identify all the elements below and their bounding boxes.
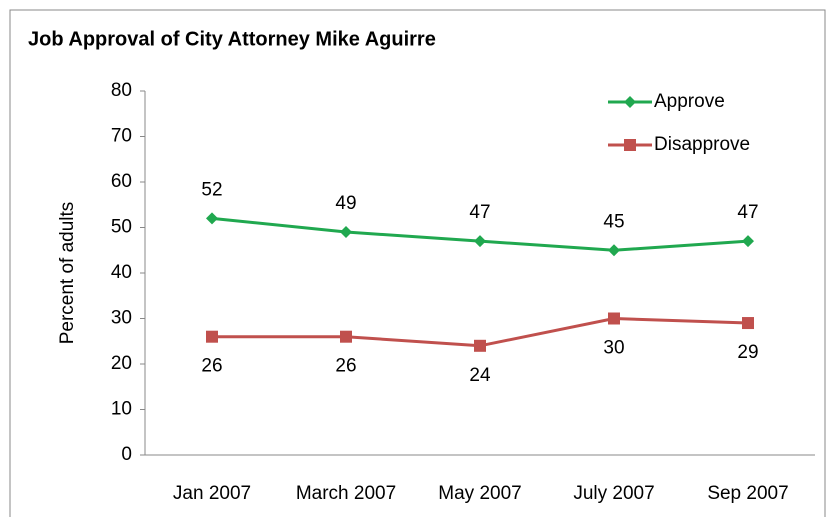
data-point: [608, 312, 620, 325]
data-label: 30: [603, 338, 624, 359]
y-tick-label: 40: [111, 262, 132, 283]
data-point: [474, 235, 486, 248]
data-label: 52: [201, 179, 222, 200]
data-point: [742, 235, 754, 248]
x-tick-label: Sep 2007: [707, 483, 788, 504]
legend-label: Approve: [654, 91, 725, 112]
data-label: 26: [335, 356, 356, 377]
data-label: 29: [737, 342, 758, 363]
data-label: 49: [335, 193, 356, 214]
legend-marker: [624, 139, 636, 151]
y-tick-label: 50: [111, 217, 132, 238]
y-tick-label: 30: [111, 308, 132, 329]
x-tick-label: May 2007: [438, 483, 521, 504]
y-tick-label: 80: [111, 80, 132, 101]
data-point: [340, 330, 352, 343]
y-tick-label: 60: [111, 171, 132, 192]
x-tick-label: July 2007: [573, 483, 654, 504]
x-tick-label: Jan 2007: [173, 483, 251, 504]
x-tick-label: March 2007: [296, 483, 396, 504]
data-point: [340, 226, 352, 239]
data-label: 26: [201, 356, 222, 377]
data-label: 47: [469, 202, 490, 223]
chart-frame: [9, 9, 826, 517]
chart-title: Job Approval of City Attorney Mike Aguir…: [28, 28, 436, 50]
data-point: [608, 244, 620, 257]
data-label: 45: [603, 211, 624, 232]
y-tick-label: 10: [111, 399, 132, 420]
legend-marker: [624, 96, 636, 108]
data-point: [474, 339, 486, 352]
legend-label: Disapprove: [654, 134, 750, 155]
y-tick-label: 20: [111, 353, 132, 374]
data-point: [742, 317, 754, 330]
data-label: 47: [737, 202, 758, 223]
data-point: [206, 330, 218, 343]
y-tick-label: 70: [111, 126, 132, 147]
data-point: [206, 212, 218, 225]
y-tick-label: 0: [121, 444, 132, 465]
y-axis-label: Percent of adults: [57, 202, 78, 345]
data-label: 24: [469, 365, 491, 386]
